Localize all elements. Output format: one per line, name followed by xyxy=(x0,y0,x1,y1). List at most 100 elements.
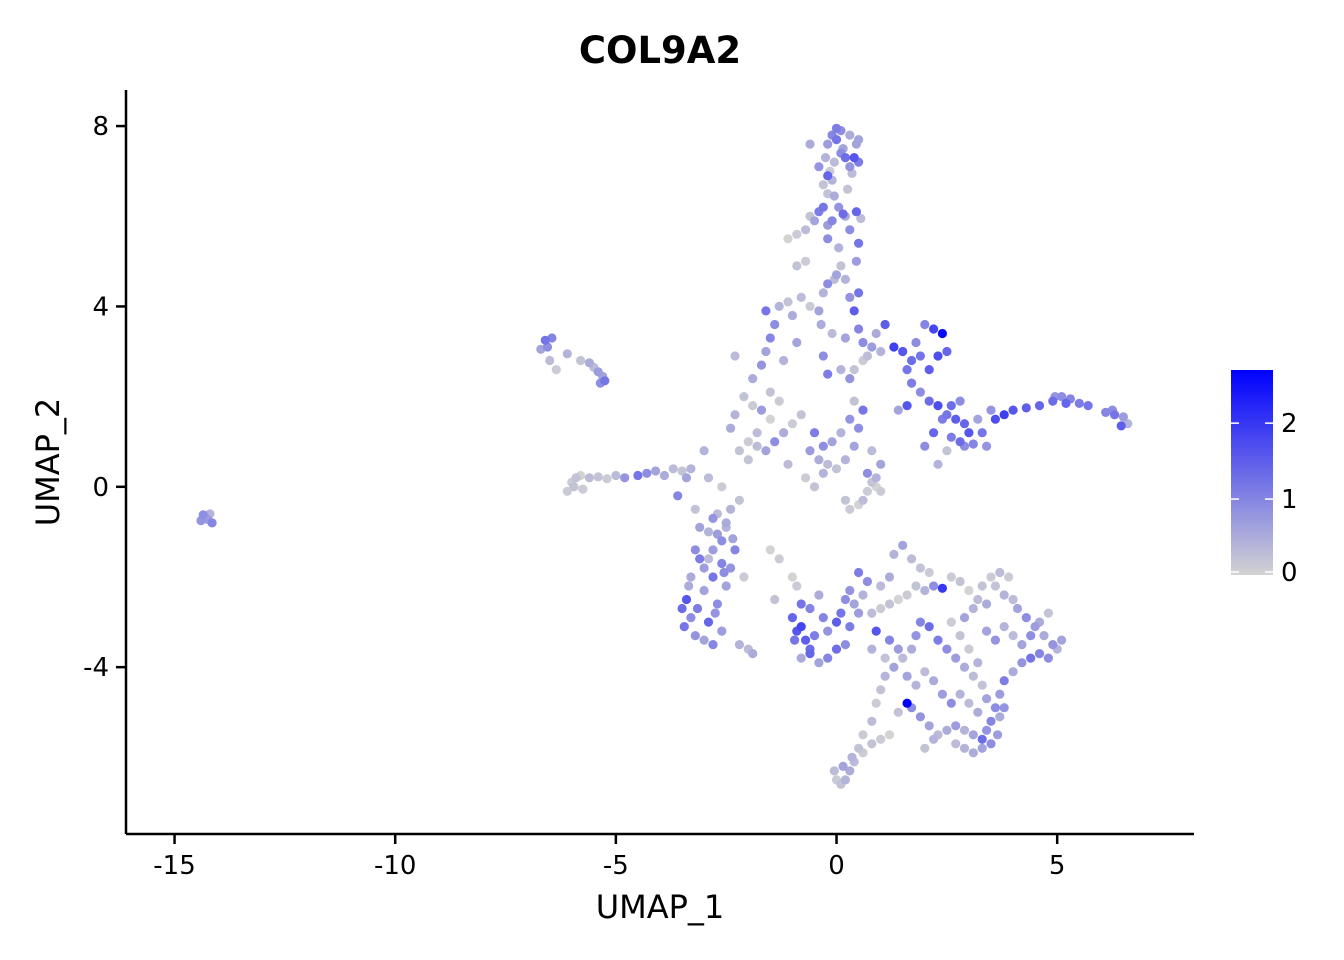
data-point xyxy=(990,414,1001,424)
data-point xyxy=(805,603,815,614)
data-point xyxy=(207,518,217,528)
data-point xyxy=(719,567,729,578)
data-point xyxy=(942,644,952,654)
data-point xyxy=(942,725,952,735)
y-tick-label: 4 xyxy=(92,292,109,322)
data-point xyxy=(898,540,908,551)
data-point xyxy=(1034,401,1045,411)
data-point xyxy=(551,365,561,375)
data-point xyxy=(703,617,714,627)
color-legend: 0 1 2 xyxy=(1231,370,1298,588)
data-point xyxy=(1017,658,1027,668)
data-point xyxy=(726,504,736,514)
data-point xyxy=(924,396,934,406)
data-point xyxy=(809,631,820,641)
data-point xyxy=(871,473,881,483)
data-point xyxy=(920,585,930,596)
data-point xyxy=(708,513,718,524)
data-point xyxy=(907,554,917,564)
data-point xyxy=(571,473,581,483)
data-point xyxy=(699,446,709,456)
data-point xyxy=(999,590,1009,600)
data-point xyxy=(198,510,208,520)
data-point xyxy=(959,662,970,672)
data-point xyxy=(823,459,833,469)
y-tick-label: 0 xyxy=(92,473,109,503)
data-point xyxy=(858,495,868,505)
data-point xyxy=(829,766,839,776)
data-point xyxy=(854,743,864,753)
data-point xyxy=(840,594,851,605)
data-point xyxy=(929,581,939,591)
data-point xyxy=(677,466,687,476)
data-point xyxy=(845,622,855,632)
data-point xyxy=(836,261,846,271)
data-point xyxy=(884,599,895,609)
data-point xyxy=(836,365,846,375)
data-point xyxy=(911,337,921,348)
data-point xyxy=(977,428,987,438)
data-point xyxy=(871,698,881,708)
data-point xyxy=(730,351,740,361)
data-point xyxy=(787,310,798,321)
data-point xyxy=(880,319,890,330)
data-point xyxy=(818,202,828,212)
data-point xyxy=(681,473,692,483)
data-point xyxy=(845,162,855,172)
data-point xyxy=(880,671,890,681)
data-point xyxy=(748,649,758,659)
data-point xyxy=(959,725,970,735)
y-axis-ticks: 8 4 0 -4 xyxy=(83,112,126,683)
data-point xyxy=(820,153,831,163)
data-point xyxy=(831,270,842,280)
data-point xyxy=(915,387,926,397)
data-point xyxy=(876,734,886,744)
data-point xyxy=(708,572,718,582)
data-point xyxy=(893,594,903,605)
data-point xyxy=(845,292,855,302)
data-point xyxy=(955,437,965,447)
data-point xyxy=(845,414,855,424)
data-point xyxy=(999,676,1009,686)
data-point xyxy=(743,437,753,447)
data-point xyxy=(1116,421,1126,431)
data-point xyxy=(937,583,948,593)
data-point xyxy=(726,563,736,573)
data-point xyxy=(823,139,833,149)
data-point xyxy=(814,590,824,600)
data-point xyxy=(562,349,572,359)
data-point xyxy=(686,613,696,623)
data-point xyxy=(1118,412,1128,422)
x-tick-label: 5 xyxy=(1049,851,1066,881)
data-point xyxy=(851,207,862,217)
y-tick-label: 8 xyxy=(92,112,109,142)
data-point xyxy=(902,590,912,600)
data-point xyxy=(783,297,793,307)
data-point xyxy=(823,653,833,663)
data-point xyxy=(783,459,793,469)
data-point xyxy=(1008,594,1018,605)
data-point xyxy=(867,739,877,749)
data-point xyxy=(1021,403,1031,413)
x-tick-label: -5 xyxy=(603,851,629,881)
data-point xyxy=(752,428,762,438)
data-point xyxy=(946,617,956,627)
data-point xyxy=(1008,405,1018,415)
colorbar-ticks: 0 1 2 xyxy=(1231,409,1298,588)
data-point xyxy=(982,441,992,451)
data-point xyxy=(801,473,811,483)
data-point xyxy=(593,472,603,482)
data-point xyxy=(907,355,917,366)
data-point xyxy=(692,603,703,614)
data-point xyxy=(681,594,692,605)
data-point xyxy=(955,396,965,406)
data-point xyxy=(787,613,798,623)
data-point xyxy=(924,721,934,731)
data-point xyxy=(831,644,842,654)
data-point xyxy=(540,335,550,345)
data-point xyxy=(748,374,758,384)
data-point xyxy=(986,405,996,415)
data-point xyxy=(1012,603,1023,614)
data-point xyxy=(982,725,992,735)
data-point xyxy=(708,545,718,555)
